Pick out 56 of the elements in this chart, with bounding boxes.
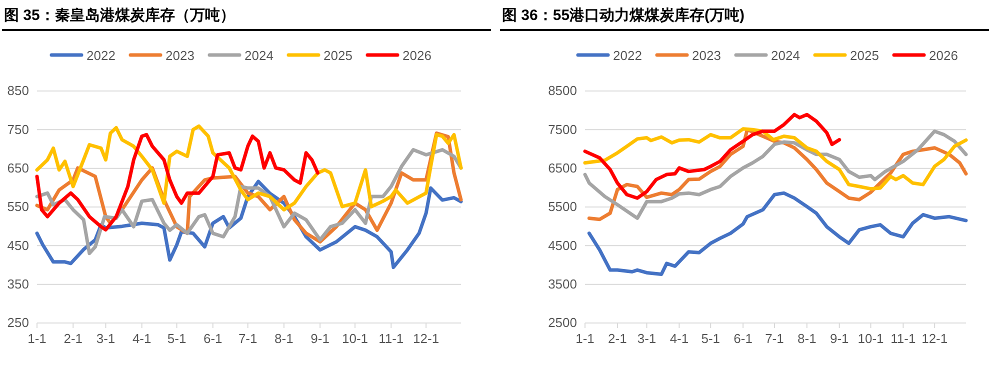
x-tick-label: 11-1 — [890, 331, 916, 346]
line-series — [35, 148, 463, 256]
line-series — [35, 132, 320, 232]
y-tick-label: 350 — [7, 276, 29, 292]
x-tick-label: 4-1 — [670, 331, 689, 346]
chart-title: 图 36：55港口动力煤煤炭库存(万吨) — [502, 6, 745, 24]
x-tick-label: 3-1 — [637, 331, 656, 346]
x-tick-label: 5-1 — [167, 331, 186, 346]
y-tick-label: 3500 — [548, 276, 577, 292]
legend-label: 2022 — [86, 48, 116, 63]
legend-label: 2022 — [613, 48, 642, 63]
x-tick-label: 8-1 — [274, 331, 294, 346]
y-tick-label: 2500 — [548, 315, 577, 330]
x-tick-label: 5-1 — [701, 331, 720, 346]
x-tick-label: 9-1 — [310, 331, 330, 346]
y-tick-label: 450 — [7, 238, 29, 253]
x-tick-label: 1-1 — [576, 331, 594, 346]
legend-label: 2026 — [929, 48, 958, 63]
x-tick-label: 3-1 — [96, 331, 116, 346]
line-series — [587, 191, 968, 276]
y-tick-label: 850 — [7, 83, 29, 98]
legend-label: 2025 — [850, 48, 879, 63]
legend-label: 2023 — [692, 48, 721, 63]
y-tick-label: 250 — [7, 315, 29, 330]
chart-title: 图 35：秦皇岛港煤炭库存（万吨） — [4, 6, 235, 24]
legend-label: 2026 — [402, 48, 432, 63]
line-series — [35, 124, 463, 212]
x-tick-label: 11-1 — [378, 331, 404, 346]
y-tick-label: 550 — [7, 199, 29, 214]
y-tick-label: 6500 — [548, 160, 577, 176]
x-tick-label: 7-1 — [765, 331, 784, 346]
x-tick-label: 12-1 — [922, 331, 948, 346]
legend-label: 2023 — [166, 48, 194, 63]
x-tick-label: 9-1 — [830, 331, 849, 346]
x-tick-label: 6-1 — [203, 331, 222, 346]
x-tick-label: 12-1 — [413, 331, 440, 346]
y-tick-label: 7500 — [548, 122, 577, 137]
x-tick-label: 2-1 — [64, 331, 83, 346]
y-tick-label: 650 — [7, 160, 29, 176]
legend-label: 2024 — [771, 48, 800, 63]
x-tick-label: 7-1 — [238, 331, 258, 346]
x-tick-label: 6-1 — [734, 331, 752, 346]
legend-label: 2024 — [244, 48, 274, 63]
line-series — [583, 112, 842, 200]
x-tick-label: 10-1 — [342, 331, 368, 346]
line-series — [583, 127, 968, 191]
x-tick-label: 1-1 — [28, 331, 46, 346]
y-tick-label: 8500 — [548, 83, 577, 98]
x-tick-label: 4-1 — [132, 331, 152, 346]
y-tick-label: 4500 — [548, 238, 577, 253]
x-tick-label: 8-1 — [798, 331, 816, 346]
y-tick-label: 750 — [7, 122, 29, 137]
legend-label: 2025 — [324, 48, 352, 63]
x-tick-label: 2-1 — [608, 331, 627, 346]
y-tick-label: 5500 — [548, 199, 577, 214]
x-tick-label: 10-1 — [858, 331, 884, 346]
